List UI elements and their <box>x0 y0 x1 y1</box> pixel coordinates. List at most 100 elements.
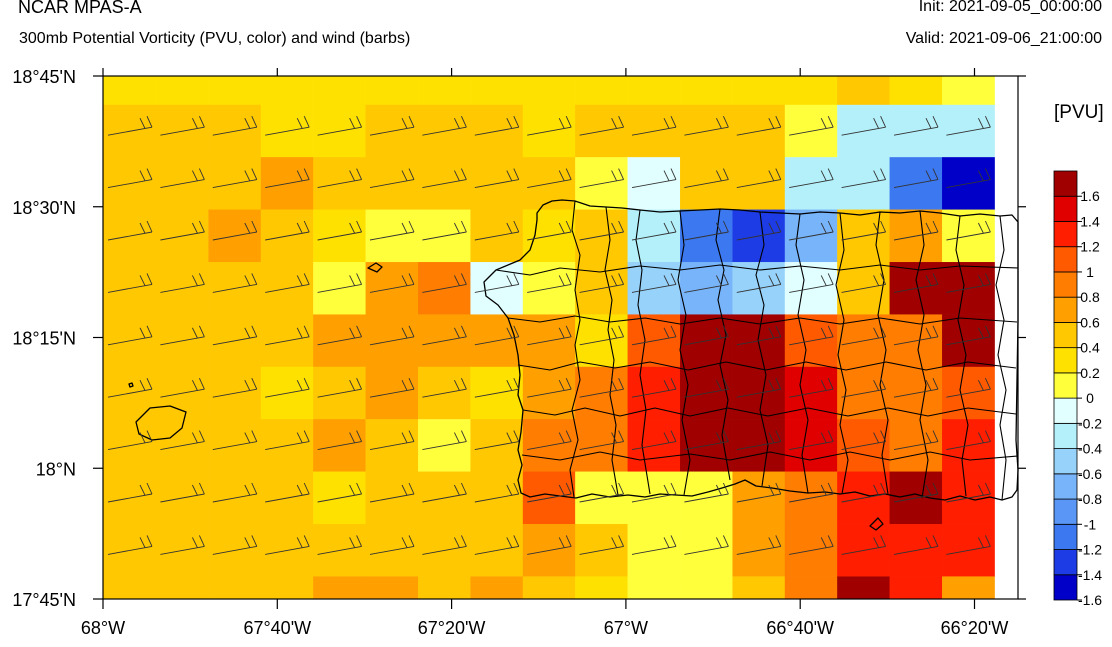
wind-barb <box>579 116 625 136</box>
colorbar-segment <box>1053 473 1078 500</box>
wind-barb <box>107 482 153 503</box>
colorbar-segment <box>1053 347 1078 374</box>
wind-barb <box>579 482 625 503</box>
wind-barb <box>579 430 625 451</box>
wind-barb <box>212 168 258 189</box>
wind-barb <box>107 535 153 555</box>
wind-barb <box>265 116 310 136</box>
pv-cell <box>260 576 314 600</box>
wind-barb <box>684 220 729 241</box>
colorbar-segment <box>1053 574 1078 601</box>
wind-barb <box>474 273 520 293</box>
pv-cell <box>418 75 471 106</box>
x-tick-label: 66°40'W <box>766 618 834 638</box>
wind-barb <box>422 430 467 451</box>
wind-barb <box>160 378 205 398</box>
colorbar-segment <box>1053 397 1078 424</box>
wind-barb <box>474 482 520 503</box>
wind-barb <box>527 430 572 451</box>
x-tick-label: 67°20'W <box>418 618 486 638</box>
wind-barb <box>422 168 467 189</box>
colorbar: 1.6 1.4 1.2 1 0.8 0.6 0.4 0.2 0 -0.2 -0.4 -0.6 -0.8 -… <box>1053 170 1102 608</box>
wind-barb <box>369 273 415 293</box>
wind-barb <box>631 220 677 241</box>
pv-cell <box>103 75 157 106</box>
colorbar-segment <box>1053 523 1078 550</box>
wind-barb <box>369 325 415 346</box>
wind-barb <box>841 220 887 241</box>
pv-cell <box>784 576 838 600</box>
wind-barb <box>579 535 625 555</box>
wind-barb <box>317 482 363 503</box>
wind-barb <box>160 220 205 241</box>
wind-barb <box>474 168 520 189</box>
colorbar-unit: [PVU] <box>1054 102 1104 123</box>
wind-barb <box>736 220 782 241</box>
chart-subtitle: 300mb Potential Vorticity (PVU, color) a… <box>19 30 411 47</box>
wind-barb <box>527 273 572 293</box>
y-tick-label: 18°45'N <box>12 67 76 87</box>
colorbar-label: 0 <box>1086 390 1094 406</box>
wind-barb <box>893 325 939 346</box>
wind-barb <box>631 535 677 555</box>
wind-barb <box>422 482 467 503</box>
wind-barb <box>317 168 363 189</box>
wind-barb <box>474 325 520 346</box>
wind-barb <box>422 325 467 346</box>
wind-barb <box>474 116 520 136</box>
wind-barb <box>160 325 205 346</box>
coastline-islet-south <box>869 517 884 531</box>
axes: 68°W 67°40'W 67°20'W 67°W 66°40'W 66°20'W 18°4… <box>12 67 1026 638</box>
wind-barb <box>369 220 415 241</box>
wind-barb <box>317 430 363 451</box>
wind-barb <box>527 535 572 555</box>
wind-barb <box>841 273 887 293</box>
wind-barb <box>212 378 258 398</box>
wind-barb <box>369 430 415 451</box>
wind-barb <box>946 378 991 398</box>
wind-barb <box>265 430 310 451</box>
pv-cell <box>260 524 314 577</box>
wind-barb <box>317 535 363 555</box>
wind-barb <box>631 273 677 293</box>
wind-barb <box>527 116 572 136</box>
wind-barb <box>684 378 729 398</box>
colorbar-segment <box>1053 296 1078 323</box>
colorbar-label: -0.2 <box>1078 415 1102 431</box>
wind-barb <box>789 220 834 241</box>
wind-barb <box>422 273 467 293</box>
wind-barb <box>841 482 887 503</box>
wind-barb <box>160 430 205 451</box>
wind-barb <box>736 430 782 451</box>
colorbar-segment <box>1053 422 1078 449</box>
wind-barb <box>160 168 205 189</box>
y-tick-label: 18°N <box>36 459 76 479</box>
wind-barb <box>212 273 258 293</box>
colorbar-label: -1.6 <box>1078 592 1102 608</box>
wind-barb <box>212 482 258 503</box>
wind-barb <box>422 378 467 398</box>
x-tick-label: 67°W <box>604 618 648 638</box>
colorbar-segment <box>1053 322 1078 349</box>
colorbar-segment <box>1053 549 1078 576</box>
wind-barb <box>107 116 153 136</box>
wind-barb <box>527 168 572 189</box>
pv-cell <box>260 75 314 106</box>
wind-barbs <box>107 116 991 555</box>
wind-barb <box>893 378 939 398</box>
wind-barb <box>212 535 258 555</box>
wind-barb <box>527 482 572 503</box>
colorbar-label: 1.4 <box>1080 213 1100 229</box>
wind-barb <box>474 535 520 555</box>
wind-barb <box>579 168 625 189</box>
pv-cell <box>208 75 262 106</box>
wind-barb <box>789 273 834 293</box>
colorbar-segment <box>1053 170 1078 197</box>
wind-barb <box>946 325 991 346</box>
pv-cell <box>889 75 943 106</box>
coastline-island-west <box>135 405 187 441</box>
wind-barb <box>317 220 363 241</box>
pv-cell <box>365 576 419 600</box>
wind-barb <box>527 378 572 398</box>
wind-barb <box>684 535 729 555</box>
